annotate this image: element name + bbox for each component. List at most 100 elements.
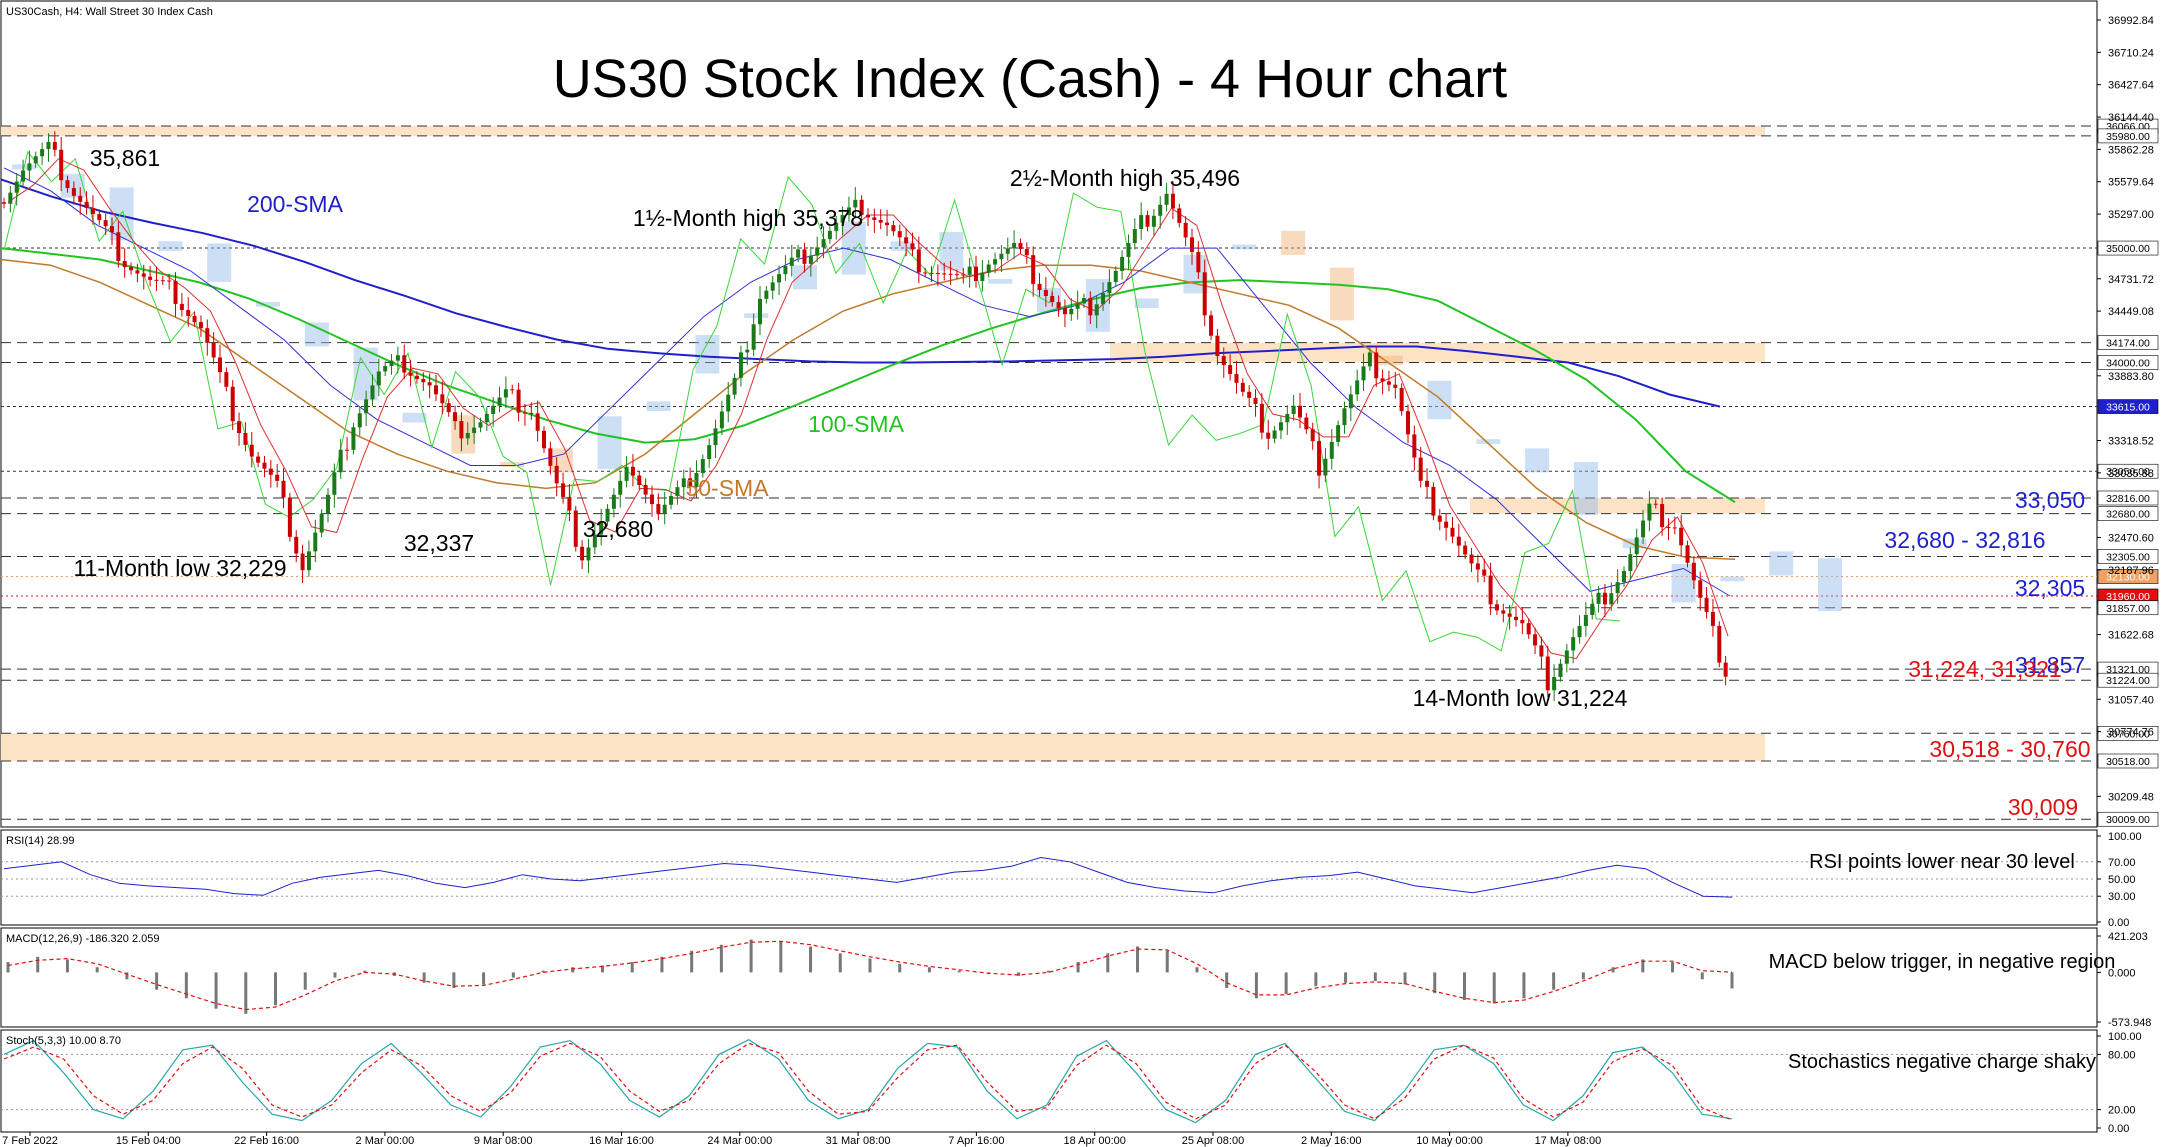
candle-body-194 — [1234, 373, 1239, 383]
annotation-1: 200-SMA — [247, 191, 344, 217]
candle-body-114 — [726, 394, 731, 412]
level-tag-box-10 — [2097, 569, 2159, 584]
candle-body-268 — [1704, 597, 1709, 612]
rsi-tick-label-2: 50.00 — [2108, 874, 2136, 886]
candle-body-78 — [497, 397, 502, 406]
x-tick-label-8: 7 Apr 16:00 — [948, 1135, 1004, 1147]
sma200-line — [0, 178, 1721, 408]
cloud-segment-10 — [500, 462, 525, 467]
price-zone-0 — [1, 126, 1765, 136]
candle-body-181 — [1151, 215, 1156, 227]
annotation-10: 32,680 - 32,816 — [1884, 527, 2045, 553]
candle-body-93 — [592, 534, 597, 548]
candle-body-112 — [713, 428, 718, 446]
candle-body-18 — [116, 232, 121, 261]
x-tick-label-12: 10 May 00:00 — [1416, 1135, 1483, 1147]
y-tick-label-1: 36710.24 — [2108, 47, 2154, 59]
ichimoku-cloud — [12, 164, 1842, 612]
macd-panel-frame — [0, 927, 2098, 1028]
x-tick-label-10: 25 Apr 08:00 — [1182, 1135, 1244, 1147]
candle-body-0 — [2, 202, 6, 204]
cloud-segment-29 — [1427, 380, 1452, 420]
candle-body-17 — [110, 226, 114, 233]
candle-body-183 — [1164, 193, 1169, 205]
candle-body-168 — [1069, 308, 1074, 315]
candle-body-238 — [1514, 616, 1518, 620]
candle-body-259 — [1647, 503, 1652, 521]
candle-body-163 — [1037, 283, 1042, 290]
candle-body-54 — [345, 449, 350, 451]
candle-body-178 — [1132, 229, 1137, 244]
cloud-segment-37 — [1818, 558, 1842, 612]
candle-body-254 — [1615, 582, 1620, 594]
cloud-segment-30 — [1476, 439, 1501, 444]
candle-body-226 — [1437, 515, 1442, 522]
level-tag-box-15 — [2097, 725, 2159, 741]
candle-body-145 — [923, 272, 928, 274]
candle-body-97 — [618, 480, 623, 495]
candle-body-198 — [1259, 403, 1264, 433]
candle-body-29 — [186, 309, 191, 317]
candle-body-223 — [1418, 457, 1423, 481]
candle-body-148 — [942, 273, 947, 275]
candle-body-67 — [427, 382, 432, 386]
sub-indicators: 100.00 70.00 50.00 30.00 0.00 RSI points lowe… — [1, 831, 2151, 1135]
candle-body-258 — [1641, 520, 1646, 538]
annotation-2: 1½-Month high 35,378 — [633, 205, 863, 231]
candle-body-219 — [1393, 384, 1398, 388]
candle-body-263 — [1672, 527, 1677, 529]
level-tag-box-9 — [2097, 549, 2159, 564]
candle-body-61 — [389, 360, 394, 367]
candle-body-56 — [357, 413, 362, 428]
candle-body-189 — [1202, 272, 1207, 316]
candle-body-175 — [1113, 270, 1118, 283]
macd-signal-line — [7, 940, 1733, 1011]
x-tick-label-11: 2 May 16:00 — [1301, 1135, 1362, 1147]
candle-body-157 — [999, 253, 1004, 260]
cloud-segment-12 — [597, 416, 622, 470]
candle-body-187 — [1190, 237, 1194, 252]
candle-body-160 — [1018, 243, 1023, 250]
candle-body-110 — [700, 459, 705, 474]
rsi-tick-label-4: 0.00 — [2108, 917, 2129, 929]
rsi-tick-label-1: 70.00 — [2108, 857, 2136, 869]
candle-body-107 — [681, 478, 686, 488]
y-tick-label-10: 33318.52 — [2108, 435, 2154, 447]
candle-body-15 — [97, 214, 102, 221]
cloud-segment-16 — [792, 265, 817, 290]
candle-body-44 — [281, 480, 286, 498]
level-tag-7: 32816.00 — [2106, 493, 2150, 505]
macd-tick-label-1: 0.000 — [2108, 967, 2136, 979]
candle-body-122 — [777, 274, 782, 283]
candle-body-156 — [993, 259, 998, 265]
stoch-tick-label-0: 100.00 — [2108, 1031, 2142, 1043]
candle-body-34 — [218, 357, 222, 373]
level-tag-16: 30518.00 — [2106, 756, 2150, 768]
y-tick-label-17: 30209.48 — [2108, 791, 2154, 803]
candle-body-224 — [1425, 480, 1430, 487]
cloud-segment-15 — [744, 313, 769, 319]
candle-body-229 — [1456, 536, 1461, 546]
candle-body-84 — [535, 413, 540, 431]
candle-body-155 — [986, 264, 991, 273]
annotation-13: 31,224, 31,321 — [1908, 656, 2061, 682]
y-tick-label-11: 33035.88 — [2108, 468, 2154, 480]
level-tag-15: 30760.00 — [2106, 728, 2150, 740]
candle-body-57 — [364, 399, 369, 414]
candle-body-153 — [974, 266, 978, 282]
candle-body-173 — [1101, 293, 1106, 305]
y-tick-label-16: 30774.76 — [2108, 727, 2154, 739]
level-tag-box-2 — [2097, 240, 2159, 256]
level-tag-box-1 — [2097, 128, 2159, 144]
candle-body-140 — [891, 225, 896, 232]
candle-body-21 — [135, 270, 140, 274]
candle-body-215 — [1367, 352, 1372, 367]
candle-body-201 — [1278, 422, 1283, 431]
candle-body-210 — [1336, 425, 1341, 442]
candle-body-28 — [179, 303, 184, 310]
candle-body-171 — [1088, 298, 1093, 316]
cloud-segment-3 — [158, 241, 183, 251]
level-tag-5: 33615.00 — [2106, 402, 2150, 414]
cloud-segment-11 — [548, 448, 573, 473]
candle-body-68 — [434, 385, 438, 395]
